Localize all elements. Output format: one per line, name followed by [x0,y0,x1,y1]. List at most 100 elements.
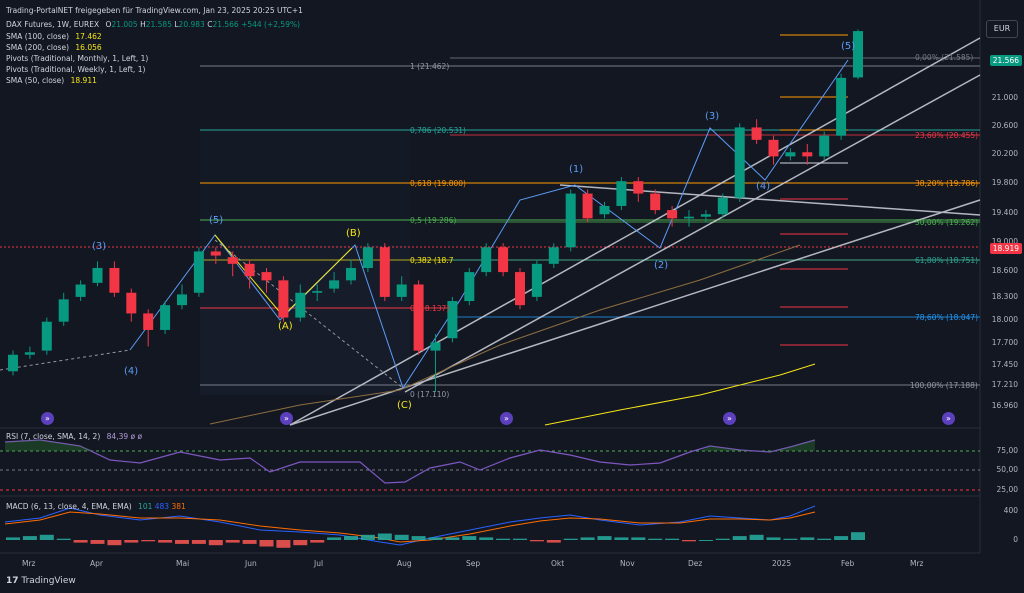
candle-body[interactable] [751,127,762,140]
indicator-label: Pivots (Traditional, Monthly, 1, Left, 1… [6,54,149,63]
jump-arrow-icon[interactable]: » [280,412,293,425]
candle-body[interactable] [802,152,813,157]
candle-body[interactable] [329,280,340,289]
candle-body[interactable] [312,291,323,293]
candle-body[interactable] [278,280,289,318]
candle-body[interactable] [58,299,69,322]
candle-body[interactable] [565,193,576,248]
candle-body[interactable] [160,305,171,330]
candle-body[interactable] [8,354,18,372]
jump-arrow-icon[interactable]: » [942,412,955,425]
macd-histogram-bar [749,534,764,540]
indicator-sma50[interactable]: SMA (50, close) 18.911 [6,76,97,86]
candle-body[interactable] [396,284,407,297]
candle-body[interactable] [481,247,492,273]
candle-body[interactable] [379,247,390,297]
candle-body[interactable] [633,181,644,194]
indicator-sma200[interactable]: SMA (200, close) 16.056 [6,43,102,53]
wave-label: (1) [569,164,584,175]
candle-body[interactable] [734,127,745,198]
candle-body[interactable] [430,342,441,351]
candle-body[interactable] [599,205,610,215]
candle-body[interactable] [193,251,204,293]
candle-body[interactable] [126,292,137,314]
candle-body[interactable] [362,247,373,268]
candle-body[interactable] [447,301,458,339]
candle-body[interactable] [650,193,661,211]
time-tick: Mai [176,559,190,568]
jump-arrow-icon[interactable]: » [500,412,513,425]
candle-body[interactable] [548,247,559,264]
candle-body[interactable] [210,251,221,256]
price-tick: 21.000 [991,93,1018,102]
macd-histogram-bar [462,536,477,540]
candle-body[interactable] [819,135,830,157]
candle-body[interactable] [92,267,103,283]
candle-body[interactable] [531,263,542,297]
candle-body[interactable] [295,292,306,318]
candle-body[interactable] [853,31,863,78]
fib-ret-786: 78,60% (18.047) [915,313,979,322]
candle-body[interactable] [515,272,525,306]
jump-arrow-icon[interactable]: » [41,412,54,425]
macd-histogram-bar [394,534,409,540]
wave-label: (4) [756,181,771,192]
candle-body[interactable] [464,272,475,302]
candle-body[interactable] [667,210,678,219]
ohlc-h-value: 21.585 [145,20,172,29]
currency-button[interactable]: EUR [986,20,1018,38]
macd-histogram-bar [293,540,308,546]
macd-histogram-bar [73,540,88,543]
indicator-sma100[interactable]: SMA (100, close) 17.462 [6,32,102,42]
rsi-legend[interactable]: RSI (7, close, SMA, 14, 2) 84,39 ø ø [6,432,142,442]
candle-body[interactable] [261,272,272,281]
symbol-info[interactable]: DAX Futures, 1W, EUREX O21.005 H21.585 L… [6,20,300,30]
candle-body[interactable] [143,313,154,330]
tv-logo-icon: 17 [6,576,19,586]
candle-body[interactable] [24,352,35,355]
candle-body[interactable] [244,263,255,277]
macd-histogram-bar [22,536,37,540]
candle-body[interactable] [684,216,694,219]
wave-label: (B) [346,228,361,239]
candle-body[interactable] [582,193,593,219]
rsi-label: RSI (7, close, SMA, 14, 2) [6,432,101,441]
candle-body[interactable] [498,247,509,273]
wave-label: (A) [278,321,293,332]
candle-body[interactable] [785,152,796,157]
macd-histogram-bar [580,537,595,540]
ohlc-o-value: 21.005 [111,20,138,29]
macd-legend[interactable]: MACD (6, 13, close, 4, EMA, EMA) 101 483… [6,502,186,512]
macd-signal-value: 381 [171,502,186,511]
macd-histogram-bar [141,540,156,542]
candle-body[interactable] [700,214,711,217]
indicator-pivots-monthly[interactable]: Pivots (Traditional, Monthly, 1, Left, 1… [6,54,148,64]
price-tick: 17.210 [991,380,1018,389]
candle-body[interactable] [177,294,187,306]
candle-body[interactable] [413,284,424,351]
candle-body[interactable] [836,77,847,136]
candle-body[interactable] [768,139,779,157]
price-tick: 20.600 [991,121,1018,130]
jump-arrow-icon[interactable]: » [723,412,736,425]
macd-histogram-bar [107,540,122,546]
price-tick: 20.200 [991,149,1018,158]
macd-histogram-bar [479,537,494,540]
indicator-pivots-weekly[interactable]: Pivots (Traditional, Weekly, 1, Left, 1) [6,65,145,75]
macd-histogram-bar [377,533,392,540]
candle-body[interactable] [41,321,52,351]
candle-body[interactable] [75,284,86,297]
candle-body[interactable] [717,197,728,215]
candle-body[interactable] [346,267,356,281]
candle-body[interactable] [616,181,627,206]
indicator-value: 16.056 [75,43,102,52]
macd-histogram-bar [90,540,105,544]
indicator-label: SMA (50, close) [6,76,65,85]
candle-body[interactable] [227,257,238,264]
price-tick: 19.800 [991,178,1018,187]
time-tick: Jun [245,559,257,568]
candle-body[interactable] [109,267,120,293]
rsi-tick: 50,00 [996,465,1018,474]
tradingview-logo[interactable]: 17 TradingView [6,576,76,586]
